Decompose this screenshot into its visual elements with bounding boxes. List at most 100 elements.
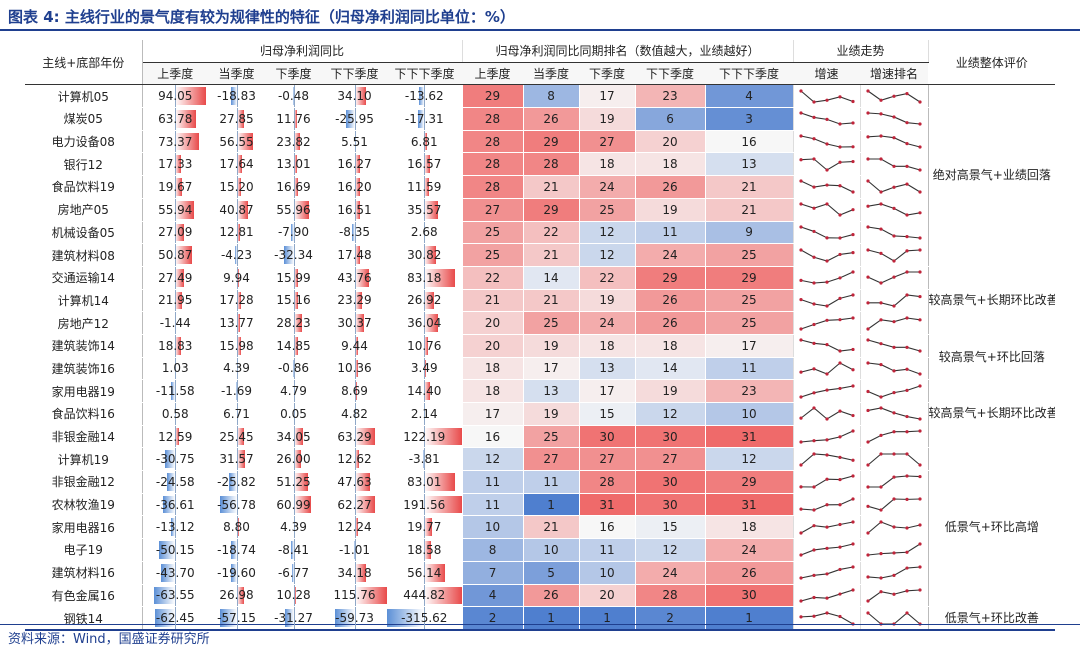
yoy-value: 15.20 xyxy=(219,179,254,194)
yoy-value-cell: 56.55 xyxy=(208,130,265,154)
zero-axis xyxy=(175,380,177,402)
sparkline-point xyxy=(866,553,870,558)
rank-period-header: 下下下季度 xyxy=(705,62,794,86)
rank-cell: 17 xyxy=(704,334,794,358)
rank-trend-sparkline xyxy=(866,111,922,127)
zero-axis xyxy=(236,539,238,561)
yoy-value-cell: 9.44 xyxy=(322,334,387,358)
sparkline-point xyxy=(824,236,829,240)
rank-trend xyxy=(859,334,929,358)
industry-label: 食品饮料19 xyxy=(25,175,143,199)
rank-cell: 10 xyxy=(704,402,794,426)
growth-trend-sparkline xyxy=(798,452,855,467)
rank-cell: 10 xyxy=(578,561,636,585)
yoy-bar xyxy=(167,473,176,491)
sparkline-point xyxy=(866,89,870,93)
industry-label: 建筑装饰14 xyxy=(25,334,143,358)
yoy-bar xyxy=(351,223,355,242)
zero-axis xyxy=(354,85,356,107)
yoy-value: 4.79 xyxy=(280,384,307,399)
yoy-bar xyxy=(424,495,462,514)
sparkline-point xyxy=(905,248,909,252)
yoy-value: 14.85 xyxy=(276,338,311,353)
yoy-bar xyxy=(424,541,432,559)
sparkline-point xyxy=(798,179,803,184)
rank-cell: 25 xyxy=(461,221,524,245)
sparkline-path xyxy=(800,611,853,625)
zero-axis xyxy=(354,584,356,606)
sparkline-point xyxy=(879,433,883,438)
rank-cell: 23 xyxy=(704,379,794,403)
yoy-value-cell: 10.36 xyxy=(322,357,387,381)
yoy-value: -315.62 xyxy=(401,611,448,626)
sparkline-point xyxy=(866,275,870,279)
yoy-value-cell: 10.76 xyxy=(387,334,463,358)
yoy-bar xyxy=(424,586,462,605)
corner-header: 主线+底部年份 xyxy=(25,40,143,86)
sparkline-point xyxy=(850,293,855,297)
yoy-value-cell: 13.01 xyxy=(265,152,322,177)
industry-label: 农林牧渔19 xyxy=(25,493,143,517)
sparkline-point xyxy=(837,592,842,596)
sparkline-point xyxy=(879,520,883,524)
sparkline-point xyxy=(866,157,870,161)
yoy-value: 16.57 xyxy=(407,157,442,172)
table-row: 交通运输14 27.49 9.94 15.99 43.76 83.18 22 14 22 29 29… xyxy=(25,266,1056,335)
yoy-bar xyxy=(419,87,425,106)
rank-cell: 1 xyxy=(704,606,794,631)
rank-cell: 19 xyxy=(578,289,636,313)
yoy-value: 9.44 xyxy=(341,338,368,353)
zero-axis xyxy=(293,607,295,628)
table-row: 农林牧渔19 -36.61 -56.78 60.99 62.27 191.56 11 1 31 3… xyxy=(25,493,1055,517)
yoy-value: -11.58 xyxy=(155,384,195,399)
growth-trend-sparkline xyxy=(798,406,855,421)
sparkline-point xyxy=(905,293,909,297)
rank-cell: 19 xyxy=(634,379,706,403)
yoy-bar xyxy=(424,314,438,332)
sparkline-point xyxy=(798,134,803,138)
yoy-value: -13.12 xyxy=(155,520,195,535)
eval-header: 业绩整体评价 xyxy=(928,40,1056,86)
yoy-period-header: 下下下季度 xyxy=(387,62,463,86)
sparkline-point xyxy=(905,183,909,187)
yoy-value-cell: 30.82 xyxy=(387,243,463,267)
yoy-value-cell: 27.85 xyxy=(208,107,265,131)
yoy-value-cell: -30.75 xyxy=(142,447,208,472)
sparkline-point xyxy=(824,596,829,600)
zero-axis xyxy=(175,561,177,584)
yoy-value-cell: -6.77 xyxy=(265,561,322,585)
sparkline-point xyxy=(837,317,842,321)
zero-axis xyxy=(354,539,356,561)
sparkline-point xyxy=(892,186,896,190)
sparkline-point xyxy=(824,168,829,172)
rank-cell: 20 xyxy=(578,584,636,608)
yoy-value: 9.94 xyxy=(223,270,250,285)
table-row: 钢铁14 -62.45 -57.15 -31.27 -59.73 -315.62 2 1 1 2 1… xyxy=(25,606,1056,631)
yoy-value: 56.14 xyxy=(407,565,442,580)
yoy-value: 28.23 xyxy=(276,316,311,331)
sparkline-point xyxy=(824,388,829,392)
sparkline-point xyxy=(918,475,922,479)
yoy-value-cell: 6.81 xyxy=(387,130,463,154)
sparkline-point xyxy=(837,567,842,572)
yoy-bar xyxy=(354,473,370,491)
zero-axis xyxy=(424,85,426,107)
rank-cell: 29 xyxy=(704,470,794,494)
yoy-bar xyxy=(354,382,358,400)
yoy-value-cell: -7.90 xyxy=(265,221,322,245)
yoy-value-cell: -57.15 xyxy=(208,606,265,631)
rank-trend xyxy=(859,198,929,222)
rank-cell: 26 xyxy=(522,584,580,608)
yoy-bar xyxy=(175,87,207,106)
sparkline-point xyxy=(892,369,896,373)
industry-label: 家用电器19 xyxy=(25,379,143,403)
sparkline-point xyxy=(892,346,896,350)
rank-cell: 1 xyxy=(578,606,636,631)
sparkline-point xyxy=(905,142,909,146)
rank-trend-sparkline xyxy=(866,361,922,376)
sparkline-point xyxy=(866,409,870,413)
zero-axis xyxy=(293,539,295,561)
rank-cell: 28 xyxy=(522,152,580,177)
rank-cell: 14 xyxy=(522,266,580,290)
yoy-bar xyxy=(424,291,435,310)
